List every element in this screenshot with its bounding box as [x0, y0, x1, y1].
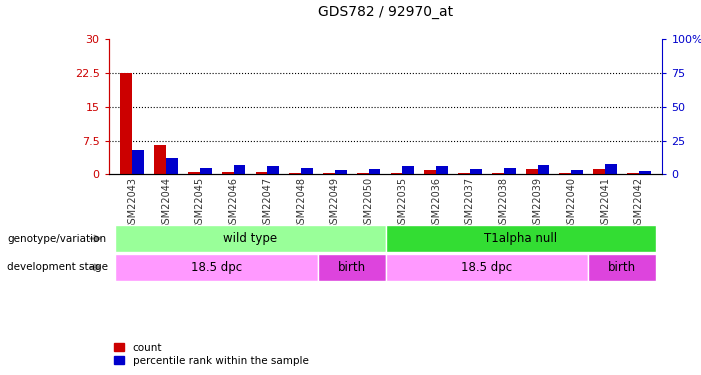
Text: T1alpha null: T1alpha null [484, 232, 557, 245]
Bar [390, 172, 402, 174]
Bar [526, 168, 538, 174]
Bar [492, 172, 504, 174]
Text: genotype/variation: genotype/variation [7, 234, 106, 243]
Bar [154, 145, 166, 174]
Legend: count, percentile rank within the sample: count, percentile rank within the sample [114, 343, 308, 366]
Text: 18.5 dpc: 18.5 dpc [191, 261, 243, 274]
Bar [593, 169, 605, 174]
Bar [369, 169, 381, 174]
Bar [436, 166, 448, 174]
Bar [200, 168, 212, 174]
Bar [504, 168, 515, 174]
Bar [538, 165, 550, 174]
Text: GDS782 / 92970_at: GDS782 / 92970_at [318, 5, 453, 19]
Bar [323, 173, 335, 174]
Bar [357, 173, 369, 174]
Text: development stage: development stage [7, 262, 108, 272]
Bar [470, 169, 482, 174]
Bar [121, 73, 132, 174]
Bar [290, 172, 301, 174]
Text: birth: birth [338, 261, 366, 274]
Bar [301, 168, 313, 174]
Bar [559, 173, 571, 174]
Text: birth: birth [608, 261, 636, 274]
Bar [458, 173, 470, 174]
Bar [233, 165, 245, 174]
Bar [188, 172, 200, 174]
Bar [424, 170, 436, 174]
Bar [571, 170, 583, 174]
Bar [166, 158, 178, 174]
Bar [639, 171, 651, 174]
Text: 18.5 dpc: 18.5 dpc [461, 261, 512, 274]
Bar [402, 166, 414, 174]
Bar [222, 172, 233, 174]
Bar [605, 164, 617, 174]
Bar [335, 170, 347, 174]
Bar [256, 172, 267, 174]
Text: wild type: wild type [224, 232, 278, 245]
Bar [132, 150, 144, 174]
Bar [267, 166, 279, 174]
Bar [627, 173, 639, 174]
